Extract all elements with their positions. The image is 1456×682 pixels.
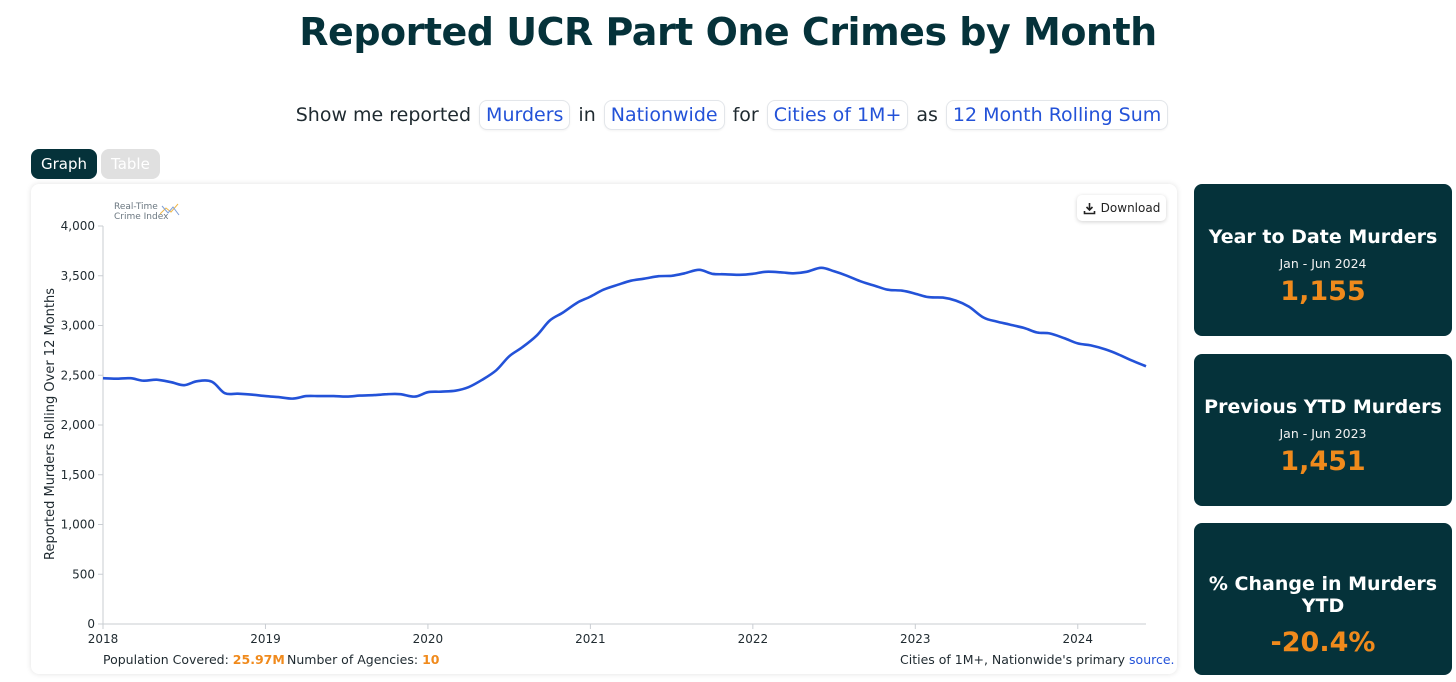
stat-card-ytd: Year to Date Murders Jan - Jun 2024 1,15… xyxy=(1194,184,1452,336)
query-sentence: Show me reported Murders in Nationwide f… xyxy=(0,100,1456,130)
download-button[interactable]: Download xyxy=(1077,195,1166,221)
population-covered: Population Covered: 25.97M xyxy=(103,652,285,667)
page-title: Reported UCR Part One Crimes by Month xyxy=(0,4,1456,60)
stat-value: 1,451 xyxy=(1194,446,1452,477)
query-word-as: as xyxy=(916,104,938,126)
tab-graph[interactable]: Graph xyxy=(31,149,97,179)
agencies-label: Number of Agencies: xyxy=(287,652,418,667)
stat-card-percent-change: % Change in Murders YTD -20.4% xyxy=(1194,523,1452,675)
query-word-in: in xyxy=(578,104,595,126)
logo-mark-icon xyxy=(160,202,180,218)
stat-card-previous-ytd: Previous YTD Murders Jan - Jun 2023 1,45… xyxy=(1194,354,1452,506)
chart-card xyxy=(31,184,1177,674)
population-label: Population Covered: xyxy=(103,652,229,667)
stat-value: -20.4% xyxy=(1194,627,1452,658)
source-link[interactable]: source. xyxy=(1129,652,1174,667)
city-group-selector[interactable]: Cities of 1M+ xyxy=(767,100,909,130)
stat-value: 1,155 xyxy=(1194,276,1452,307)
query-word-for: for xyxy=(733,104,759,126)
stat-title: Year to Date Murders xyxy=(1194,226,1452,248)
stat-subtitle: Jan - Jun 2024 xyxy=(1194,256,1452,271)
crime-type-selector[interactable]: Murders xyxy=(479,100,570,130)
query-prefix: Show me reported xyxy=(296,104,471,126)
measure-selector[interactable]: 12 Month Rolling Sum xyxy=(946,100,1168,130)
agency-count: Number of Agencies: 10 xyxy=(287,652,439,667)
real-time-crime-index-logo: Real-Time Crime Index xyxy=(114,202,184,224)
download-label: Download xyxy=(1101,201,1161,215)
download-icon xyxy=(1083,202,1096,215)
stat-subtitle: Jan - Jun 2023 xyxy=(1194,426,1452,441)
source-text: Cities of 1M+, Nationwide's primary xyxy=(900,652,1125,667)
population-value: 25.97M xyxy=(233,652,285,667)
tab-table[interactable]: Table xyxy=(101,149,160,179)
stat-title: Previous YTD Murders xyxy=(1194,396,1452,418)
view-tabs: Graph Table xyxy=(31,149,160,179)
source-note: Cities of 1M+, Nationwide's primary sour… xyxy=(900,652,1175,667)
region-selector[interactable]: Nationwide xyxy=(604,100,725,130)
agencies-value: 10 xyxy=(422,652,439,667)
stat-title: % Change in Murders YTD xyxy=(1194,573,1452,617)
